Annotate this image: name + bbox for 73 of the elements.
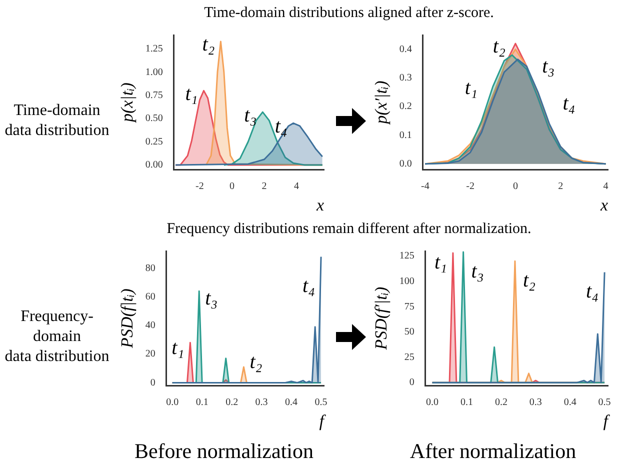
x-tick-label: 0.3 bbox=[529, 397, 542, 408]
series-label: t₃ bbox=[244, 104, 257, 126]
x-tick-label: 2 bbox=[262, 181, 267, 192]
y-tick-label: 50 bbox=[404, 326, 414, 338]
y-tick-label: 0.50 bbox=[145, 113, 163, 124]
series-label: t₄ bbox=[562, 92, 576, 115]
y-tick-label: 125 bbox=[399, 250, 414, 262]
text: Frequency-domain data distribution bbox=[4, 307, 110, 367]
x-axis-title: f bbox=[603, 411, 610, 430]
x-tick-label: 0.2 bbox=[494, 397, 508, 408]
series-label: t₂ bbox=[522, 269, 536, 292]
y-tick-label: 0 bbox=[150, 377, 156, 388]
y-tick-label: 1.00 bbox=[145, 66, 163, 78]
x-tick-label: 0.3 bbox=[255, 397, 268, 408]
x-tick-label: 0.4 bbox=[564, 397, 576, 408]
y-axis-title: p(x′|tᵢ) bbox=[372, 80, 391, 125]
x-tick-label: 0.1 bbox=[196, 397, 208, 408]
series-label: t₃ bbox=[542, 55, 555, 78]
series-label: t₁ bbox=[434, 251, 447, 274]
series-label: t₄ bbox=[586, 280, 599, 303]
text: Before normalization bbox=[133, 438, 314, 465]
y-tick-label: 0 bbox=[409, 377, 414, 388]
text: Time-domain data distribution bbox=[4, 101, 110, 141]
x-tick-label: 4 bbox=[603, 181, 608, 192]
x-tick-label: 4 bbox=[294, 181, 300, 192]
x-tick-label: -4 bbox=[420, 181, 430, 192]
y-tick-label: 25 bbox=[404, 352, 414, 363]
series-label: t₁ bbox=[172, 336, 184, 359]
x-tick-label: 0.0 bbox=[166, 397, 179, 408]
x-tick-label: 2 bbox=[558, 181, 564, 192]
series-label: t₄ bbox=[274, 115, 288, 138]
text: After normalization bbox=[408, 438, 578, 465]
series-label: t₂ bbox=[250, 351, 262, 374]
y-tick-label: 100 bbox=[399, 276, 414, 287]
y-tick-label: 20 bbox=[145, 348, 156, 360]
x-axis-title: f bbox=[319, 411, 326, 430]
y-tick-label: 0.4 bbox=[399, 44, 412, 55]
chart-title: Frequency distributions remain different after normalization. bbox=[166, 220, 532, 239]
x-tick-label: 0.5 bbox=[314, 397, 328, 408]
y-tick-label: 0.00 bbox=[145, 160, 163, 171]
y-tick-label: 1.25 bbox=[145, 44, 163, 55]
x-tick-label: 0 bbox=[512, 181, 518, 192]
y-tick-label: 75 bbox=[404, 301, 414, 312]
series-label: t₁ bbox=[464, 76, 478, 99]
x-tick-label: 0.5 bbox=[598, 397, 611, 408]
y-axis-title: PSD(f′|tᵢ) bbox=[372, 286, 391, 351]
y-tick-label: 0.1 bbox=[399, 130, 412, 141]
series-label: t₃ bbox=[471, 260, 484, 282]
y-axis-title: PSD(f|tᵢ) bbox=[118, 288, 137, 349]
y-tick-label: 0.0 bbox=[399, 158, 412, 170]
series-label: t₂ bbox=[202, 34, 215, 56]
series-label: t₁ bbox=[185, 82, 198, 105]
x-tick-label: 0 bbox=[230, 181, 235, 192]
series-label: t₂ bbox=[492, 36, 506, 58]
x-tick-label: -2 bbox=[196, 181, 204, 192]
y-tick-label: 80 bbox=[145, 262, 156, 274]
chart-title: Time-domain distributions aligned after z-score. bbox=[203, 4, 495, 23]
x-tick-label: 0.2 bbox=[226, 397, 238, 408]
x-tick-label: 0.1 bbox=[460, 397, 473, 408]
x-axis-title: x bbox=[315, 195, 324, 214]
y-tick-label: 0.25 bbox=[145, 136, 163, 148]
x-tick-label: 0.0 bbox=[426, 397, 439, 408]
y-tick-label: 60 bbox=[145, 291, 156, 302]
x-tick-label: 0.4 bbox=[285, 397, 298, 408]
y-tick-label: 0.2 bbox=[399, 101, 412, 112]
y-tick-label: 0.3 bbox=[399, 72, 412, 84]
x-tick-label: -2 bbox=[466, 181, 474, 192]
series-label: t₃ bbox=[205, 287, 218, 310]
x-axis-title: x bbox=[599, 195, 608, 214]
series-label: t₄ bbox=[302, 274, 316, 297]
y-axis-title: p(x|tᵢ) bbox=[118, 82, 137, 124]
y-tick-label: 0.75 bbox=[145, 90, 163, 101]
y-tick-label: 40 bbox=[145, 320, 156, 332]
